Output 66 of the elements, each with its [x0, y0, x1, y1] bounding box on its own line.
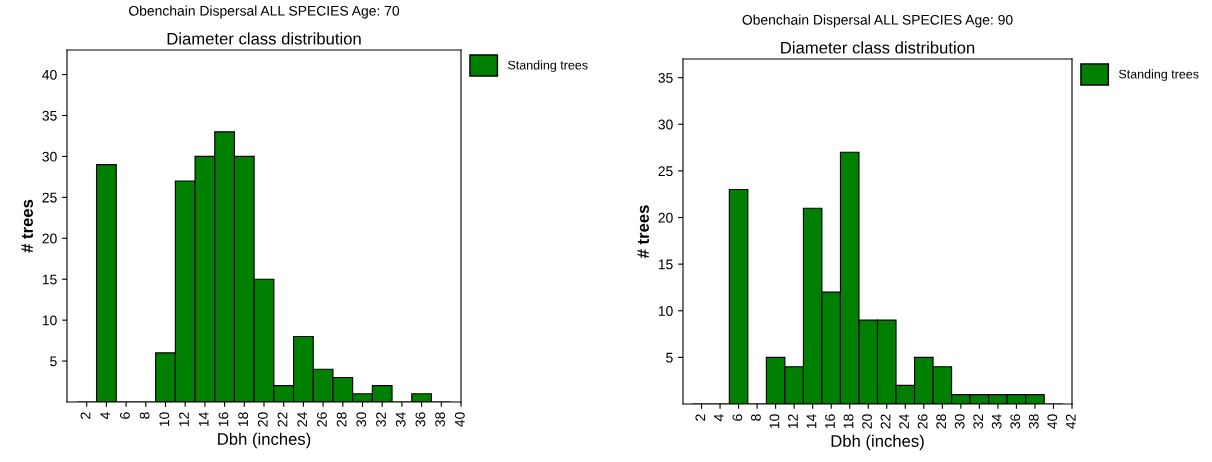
chart-title: Obenchain Dispersal ALL SPECIES Age: 90 — [742, 14, 1013, 28]
y-tick-label: 10 — [658, 306, 673, 316]
y-tick-label: 25 — [658, 166, 673, 177]
chart-title: Obenchain Dispersal ALL SPECIES Age: 70 — [129, 5, 400, 19]
x-tick-label: 38 — [1028, 414, 1039, 429]
x-tick-label: 14 — [198, 412, 209, 427]
x-axis-title: Dbh (inches) — [218, 432, 311, 449]
x-tick-label: 38 — [435, 412, 446, 427]
y-tick-label: 40 — [42, 69, 57, 80]
x-tick-label: 18 — [843, 414, 854, 429]
x-tick-label: 24 — [899, 414, 909, 429]
y-tick-label: 20 — [658, 212, 673, 223]
x-tick-label: 28 — [936, 414, 947, 429]
y-tick-label: 30 — [658, 119, 673, 130]
x-tick-label: 16 — [218, 412, 229, 427]
chart-subtitle: Diameter class distribution — [781, 41, 975, 54]
y-tick-label: 30 — [42, 151, 57, 162]
y-tick-label: 15 — [658, 259, 673, 270]
x-tick-label: 2 — [695, 414, 706, 421]
x-tick-label: 18 — [238, 412, 249, 427]
x-tick-label: 40 — [1047, 414, 1058, 429]
y-axis-title: # trees — [21, 199, 33, 253]
y-tick-label: 20 — [42, 233, 57, 244]
x-tick-label: 32 — [973, 414, 984, 429]
chart-subtitle: Diameter class distribution — [167, 32, 361, 45]
x-tick-label: 26 — [917, 414, 928, 429]
x-tick-label: 10 — [159, 412, 170, 427]
legend-label: Standing trees — [1118, 69, 1199, 81]
y-tick-label: 10 — [42, 315, 57, 326]
x-tick-label: 36 — [415, 412, 426, 427]
x-tick-label: 6 — [119, 412, 130, 419]
x-tick-label: 22 — [880, 414, 891, 429]
x-tick-label: 42 — [1065, 414, 1076, 429]
x-tick-label: 4 — [714, 414, 724, 422]
y-tick-label: 5 — [50, 356, 57, 367]
x-tick-label: 4 — [100, 412, 110, 420]
x-tick-label: 12 — [179, 412, 189, 427]
x-tick-label: 30 — [356, 412, 367, 427]
x-tick-label: 6 — [732, 414, 743, 421]
x-tick-label: 12 — [788, 414, 798, 429]
y-tick-label: 5 — [666, 352, 673, 363]
x-tick-label: 34 — [395, 412, 406, 427]
y-tick-label: 35 — [42, 110, 57, 121]
x-tick-label: 28 — [336, 412, 347, 427]
y-axis-title: # trees — [637, 205, 649, 259]
legend-label: Standing trees — [508, 60, 588, 72]
y-tick-label: 15 — [42, 274, 57, 285]
x-tick-label: 2 — [80, 412, 91, 419]
x-tick-label: 8 — [139, 412, 150, 419]
y-tick-label: 25 — [42, 192, 57, 203]
x-tick-label: 22 — [277, 412, 288, 427]
y-tick-label: 35 — [658, 72, 673, 83]
x-tick-label: 24 — [297, 412, 307, 427]
x-tick-label: 34 — [991, 414, 1002, 429]
x-tick-label: 10 — [769, 414, 780, 429]
x-tick-label: 32 — [376, 412, 386, 427]
x-tick-label: 20 — [862, 414, 872, 429]
x-tick-label: 26 — [316, 412, 327, 427]
x-tick-label: 8 — [750, 414, 761, 421]
x-tick-label: 20 — [257, 412, 268, 427]
x-tick-label: 14 — [806, 414, 817, 429]
x-tick-label: 30 — [954, 414, 965, 429]
x-tick-label: 40 — [454, 412, 465, 427]
x-tick-label: 36 — [1010, 414, 1021, 429]
x-tick-label: 16 — [825, 414, 835, 429]
x-axis-title: Dbh (inches) — [831, 434, 924, 451]
